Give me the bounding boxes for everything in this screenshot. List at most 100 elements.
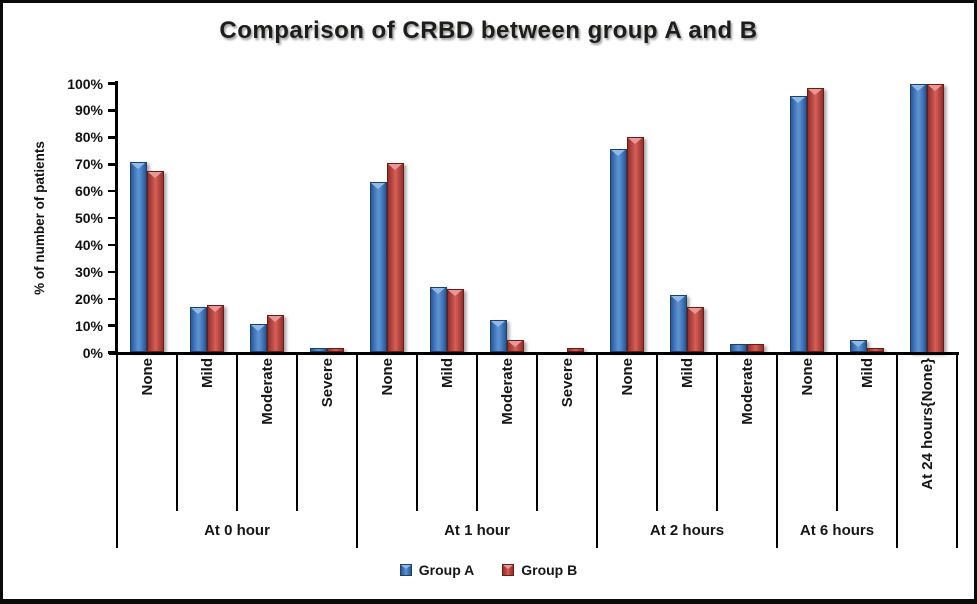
category-separator: [176, 353, 178, 511]
y-tick-label: 60%: [74, 183, 103, 200]
bar-bevel-icon: [131, 162, 145, 169]
y-tick: [108, 163, 115, 166]
category-cell: None: [117, 358, 177, 511]
y-tick-label: 80%: [74, 129, 103, 146]
category-label: None: [138, 358, 156, 396]
category-cell: None: [597, 358, 657, 511]
y-tick: [108, 82, 115, 85]
legend-label-group-a: Group A: [418, 562, 475, 578]
bar-group-a: [670, 294, 687, 353]
chart-title: Comparison of CRBD between group A and B: [219, 17, 758, 44]
bar-bevel-icon: [268, 315, 282, 322]
category-label: Moderate: [258, 358, 276, 425]
bar-group-b: [387, 162, 404, 353]
group-label: At 0 hour: [204, 521, 270, 539]
group-label: At 2 hours: [649, 521, 725, 539]
y-tick: [108, 136, 115, 139]
category-cell: Mild: [417, 358, 477, 511]
bar-group-b: [327, 348, 344, 353]
y-tick-label: 20%: [74, 290, 103, 307]
bar-bevel-icon: [671, 295, 685, 302]
category-cell: None: [777, 358, 837, 511]
category-label: None: [618, 358, 636, 396]
y-tick: [108, 189, 115, 193]
bar-bevel-icon: [628, 138, 642, 145]
bar-group-a: [430, 286, 447, 353]
category-label: Severe: [318, 358, 336, 408]
bar-bevel-icon: [688, 307, 702, 314]
bar-group-b: [927, 83, 944, 353]
bar-bevel-icon: [388, 163, 402, 170]
legend-item-group-a: Group A: [399, 562, 475, 578]
category-cell: Severe: [537, 358, 597, 511]
category-cell: None: [357, 358, 417, 511]
category-cell: Severe: [297, 358, 357, 511]
category-label: At 24 hours{None}: [918, 358, 936, 490]
group-label: At 1 hour: [444, 521, 510, 539]
bar-group-a: [190, 306, 207, 353]
swatch-bevel-icon: [400, 565, 411, 569]
category-label: Mild: [858, 358, 876, 388]
bar-bevel-icon: [431, 287, 445, 294]
y-tick-label: 10%: [74, 317, 103, 334]
bar-group-b: [207, 305, 224, 353]
category-separator: [656, 353, 658, 511]
category-separator: [476, 353, 478, 511]
group-b-swatch-icon: [502, 564, 515, 576]
group-separator: [956, 353, 958, 548]
category-cell: Moderate: [477, 358, 537, 511]
y-tick-label: 0%: [82, 344, 103, 361]
category-separator: [296, 353, 298, 511]
bar-group-a: [850, 340, 867, 353]
legend: Group A Group B: [3, 557, 974, 583]
y-tick: [108, 216, 115, 220]
bar-bevel-icon: [911, 84, 925, 91]
group-separator: [896, 353, 898, 548]
category-cell: Mild: [177, 358, 237, 511]
y-tick: [108, 109, 115, 112]
category-cell: Moderate: [237, 358, 297, 511]
legend-label-group-b: Group B: [521, 562, 578, 578]
bar-group-b: [687, 306, 704, 353]
group-separator: [596, 353, 598, 548]
category-label: Moderate: [738, 358, 756, 425]
category-label: Moderate: [498, 358, 516, 425]
y-tick-label: 40%: [74, 236, 103, 253]
category-cell: Mild: [837, 358, 897, 511]
y-tick: [108, 297, 115, 300]
bar-bevel-icon: [808, 88, 822, 95]
bar-group-a: [730, 344, 747, 353]
bar-bevel-icon: [928, 84, 942, 91]
bar-group-b: [447, 289, 464, 353]
category-separator: [236, 353, 238, 511]
bar-bevel-icon: [791, 96, 805, 103]
bar-bevel-icon: [371, 182, 385, 189]
bar-group-a: [910, 83, 927, 353]
y-tick-label: 90%: [74, 102, 103, 119]
bar-group-a: [130, 161, 147, 353]
bar-group-b: [147, 170, 164, 353]
y-tick: [108, 270, 115, 274]
y-tick-label: 30%: [74, 263, 103, 280]
y-tick-label: 100%: [67, 75, 103, 92]
bar-bevel-icon: [448, 290, 462, 297]
category-separator: [836, 353, 838, 511]
category-separator: [716, 353, 718, 511]
group-separator: [356, 353, 358, 548]
category-separator: [416, 353, 418, 511]
category-label: None: [378, 358, 396, 396]
legend-item-group-b: Group B: [502, 562, 577, 578]
bar-group-b: [807, 87, 824, 353]
category-label: Severe: [558, 358, 576, 408]
y-tick: [108, 324, 115, 327]
bar-group-a: [370, 181, 387, 353]
bar-group-a: [250, 324, 267, 353]
bar-group-a: [310, 348, 327, 353]
bar-group-a: [490, 320, 507, 353]
bar-group-b: [747, 344, 764, 353]
bar-group-b: [507, 340, 524, 353]
bar-group-a: [610, 149, 627, 353]
bar-bevel-icon: [508, 341, 522, 348]
bar-bevel-icon: [148, 171, 162, 178]
